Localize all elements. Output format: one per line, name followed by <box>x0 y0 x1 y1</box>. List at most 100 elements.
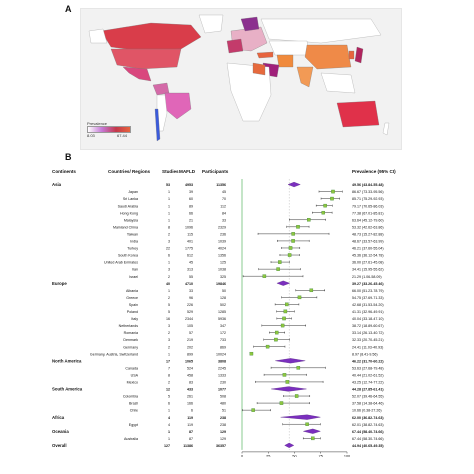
row-country: Malaysia <box>124 218 138 222</box>
row-prevalence-ci: 62.00 (36.82-74.63) <box>352 416 384 420</box>
row-studies: 16 <box>166 317 170 321</box>
row-mafld: 226 <box>187 303 193 307</box>
row-prevalence-ci: 44.28 (27.85-61.41) <box>352 388 384 392</box>
row-prevalence-ci: 21.29 (1.06-58.09) <box>352 275 382 279</box>
row-participants: 1038 <box>218 268 226 272</box>
row-studies: 1 <box>168 430 170 434</box>
row-participants: 129 <box>220 430 226 434</box>
legend-ticks: 8.03 67.44 <box>87 133 131 138</box>
panel-a-label: A <box>65 4 72 14</box>
row-prevalence-ci: 48.67 (33.57-63.99) <box>352 240 384 244</box>
map-japan <box>354 46 364 64</box>
row-prevalence-ci: 8.97 (8.41-9.56) <box>352 352 378 356</box>
row-mafld: 21 <box>189 218 193 222</box>
estimate-square <box>265 344 270 349</box>
row-country: Mainland China <box>113 225 138 229</box>
row-prevalence-ci: 44.94 (40.65-49.35) <box>352 444 384 448</box>
row-prevalence-ci: 66.00 (51.23-78.79) <box>352 289 384 293</box>
row-participants: 50 <box>222 289 226 293</box>
row-participants: 125 <box>220 261 226 265</box>
row-mafld: 60 <box>189 197 193 201</box>
row-mafld: 401 <box>187 240 193 244</box>
row-studies: 4 <box>168 423 170 427</box>
estimate-square <box>274 337 278 342</box>
row-studies: 5 <box>168 395 170 399</box>
row-prevalence-ci: 49.56 (43.84-55.48) <box>352 183 384 187</box>
row-prevalence-ci: 67.44 (58.30-74.66) <box>352 437 384 441</box>
panel-b-label: B <box>65 152 72 162</box>
row-participants: 11356 <box>216 183 226 187</box>
summary-diamond <box>280 414 321 420</box>
row-participants: 1077 <box>218 388 226 392</box>
row-studies: 12 <box>166 388 170 392</box>
row-prevalence-ci: 43.25 (12.74-77.22) <box>352 381 384 385</box>
estimate-square <box>311 436 315 441</box>
row-participants: 4024 <box>218 247 226 251</box>
row-prevalence-ci: 85.71 (75.29-92.93) <box>352 197 384 201</box>
row-studies: 1 <box>168 289 170 293</box>
row-prevalence-ci: 46.21 (37.60-55.04) <box>352 247 384 251</box>
row-mafld: 433 <box>187 388 193 392</box>
row-participants: 51 <box>222 409 226 413</box>
row-mafld: 83 <box>189 381 193 385</box>
summary-diamond <box>287 181 301 188</box>
row-participants: 325 <box>220 275 226 279</box>
row-studies: 17 <box>166 359 170 363</box>
row-participants: 347 <box>220 324 226 328</box>
row-participants: 1356 <box>218 254 226 258</box>
estimate-square <box>285 380 290 384</box>
row-participants: 238 <box>220 416 226 420</box>
estimate-square <box>276 267 280 271</box>
row-participants: 2329 <box>218 225 226 229</box>
estimate-square <box>249 351 254 356</box>
estimate-square <box>307 218 311 222</box>
row-mafld: 115 <box>187 232 193 236</box>
row-mafld: 119 <box>187 423 193 427</box>
row-country: Denmark <box>123 338 138 342</box>
row-mafld: 87 <box>189 437 193 441</box>
row-mafld: 612 <box>187 254 193 258</box>
row-country: India <box>130 240 138 244</box>
row-participants: 45 <box>222 190 226 194</box>
row-mafld: 219 <box>187 338 193 342</box>
row-participants: 230 <box>220 381 226 385</box>
row-prevalence-ci: 53.32 (42.62-63.86) <box>352 225 384 229</box>
header-participants: Participants <box>202 169 229 174</box>
row-studies: 1 <box>168 437 170 441</box>
map-southeast-asia <box>320 72 356 94</box>
row-mafld: 524 <box>187 366 193 370</box>
row-prevalence-ci: 77.38 (67.01-85.81) <box>352 211 384 215</box>
row-studies: 2 <box>168 381 170 385</box>
row-country: Taiwan <box>127 232 138 236</box>
row-mafld: 4953 <box>185 183 193 187</box>
summary-diamond <box>275 358 306 364</box>
estimate-square <box>330 196 334 201</box>
row-mafld: 57 <box>189 331 193 335</box>
estimate-square <box>279 401 284 405</box>
row-prevalence-ci: 79.17 (70.65-86.03) <box>352 204 384 208</box>
row-participants: 84 <box>222 211 226 215</box>
row-country: Greece <box>126 296 138 300</box>
row-mafld: 66 <box>189 211 193 215</box>
row-country: Sri Lanka <box>123 197 138 201</box>
row-participants: 112 <box>220 204 226 208</box>
map-korea <box>348 50 355 60</box>
row-prevalence-ci: 37.58 (14.38-64.46) <box>352 402 384 406</box>
row-prevalence-ci: 45.36 (36.12-54.78) <box>352 254 384 258</box>
row-prevalence-ci: 40.04 (33.18-47.10) <box>352 317 384 321</box>
header-prevalence: Prevalence (95% CI) <box>352 169 396 174</box>
row-country: Colombia <box>123 395 138 399</box>
row-prevalence-ci: 62.01 (38.82-74.63) <box>352 423 384 427</box>
row-continent: Overall <box>52 443 67 448</box>
world-prevalence-map: Prevalence 8.03 67.44 <box>80 8 402 150</box>
row-mafld: 55 <box>189 275 193 279</box>
row-prevalence-ci: 54.75 (37.69-71.33) <box>352 296 384 300</box>
estimate-square <box>323 203 327 208</box>
row-participants: 3808 <box>218 359 226 363</box>
row-studies: 7 <box>168 366 170 370</box>
row-country: Chile <box>130 409 138 413</box>
row-prevalence-ci: 48.73 (15.27-82.88) <box>352 232 384 236</box>
summary-diamond <box>303 428 321 434</box>
row-country: Spain <box>129 303 138 307</box>
row-studies: 1 <box>168 352 170 356</box>
